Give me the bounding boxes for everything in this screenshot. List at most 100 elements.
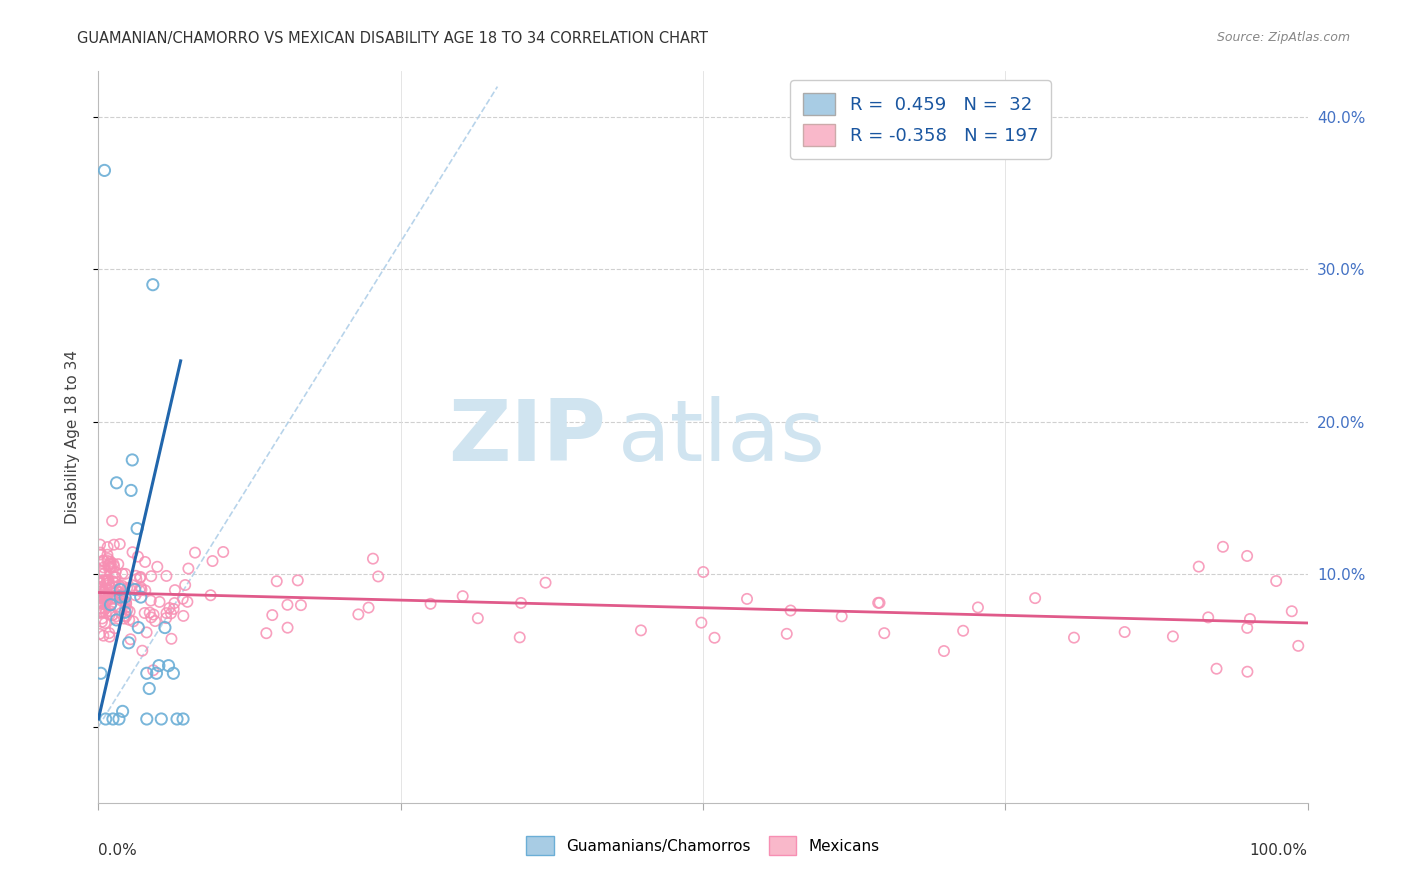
Point [100,557,122,571]
Point [97,573,120,587]
Point [868,596,890,610]
Point [121,545,143,559]
Point [160,607,183,621]
Point [201,554,224,568]
Point [779,603,801,617]
Point [148,658,170,673]
Point [138,681,160,696]
Point [690,615,713,630]
Point [212,545,235,559]
Point [932,644,955,658]
Point [172,591,194,606]
Point [115,581,138,595]
Point [127,521,149,535]
Point [509,631,531,645]
Point [108,590,131,604]
Point [91,554,114,568]
Point [135,625,157,640]
Point [89,584,111,599]
Point [103,557,125,571]
Point [184,546,207,560]
Point [200,588,222,602]
Point [94,594,117,608]
Point [776,627,799,641]
Point [115,597,138,611]
Point [155,611,177,625]
Point [1236,549,1258,563]
Point [100,598,122,612]
Point [96,574,118,588]
Point [100,596,122,610]
Point [290,598,312,612]
Point [129,570,152,584]
Point [104,570,127,584]
Point [94,615,117,630]
Point [111,566,134,581]
Point [98,630,121,644]
Point [129,571,152,585]
Point [287,574,309,588]
Point [166,712,188,726]
Point [105,591,128,606]
Point [118,613,141,627]
Point [115,609,138,624]
Point [1212,540,1234,554]
Point [134,555,156,569]
Point [104,621,127,635]
Point [107,557,129,571]
Point [120,483,142,498]
Point [93,560,115,574]
Point [114,594,136,608]
Point [160,632,183,646]
Point [98,607,121,622]
Point [831,609,853,624]
Point [89,590,111,604]
Point [89,601,111,615]
Point [93,566,115,581]
Point [266,574,288,589]
Point [114,566,136,581]
Point [112,611,135,625]
Point [174,578,197,592]
Point [124,582,146,597]
Point [451,589,474,603]
Point [1114,625,1136,640]
Point [97,551,120,566]
Point [952,624,974,638]
Point [101,608,124,623]
Text: ZIP: ZIP [449,395,606,479]
Y-axis label: Disability Age 18 to 34: Disability Age 18 to 34 [65,350,80,524]
Point [98,626,121,640]
Point [967,600,990,615]
Point [142,277,165,292]
Point [121,453,143,467]
Point [115,595,138,609]
Point [129,590,152,604]
Point [108,712,131,726]
Point [1239,612,1261,626]
Point [89,584,111,599]
Point [111,705,134,719]
Point [142,607,165,622]
Point [97,578,120,592]
Point [117,603,139,617]
Point [100,555,122,569]
Point [105,589,128,603]
Point [135,666,157,681]
Point [90,565,112,579]
Point [96,554,118,568]
Point [122,615,145,629]
Point [91,574,114,588]
Point [1024,591,1046,606]
Point [94,712,117,726]
Point [357,600,380,615]
Point [91,581,114,595]
Point [361,551,384,566]
Text: atlas: atlas [619,395,827,479]
Point [172,712,194,726]
Point [105,583,128,598]
Point [1063,631,1085,645]
Point [101,574,124,589]
Text: Source: ZipAtlas.com: Source: ZipAtlas.com [1216,31,1350,45]
Point [103,538,125,552]
